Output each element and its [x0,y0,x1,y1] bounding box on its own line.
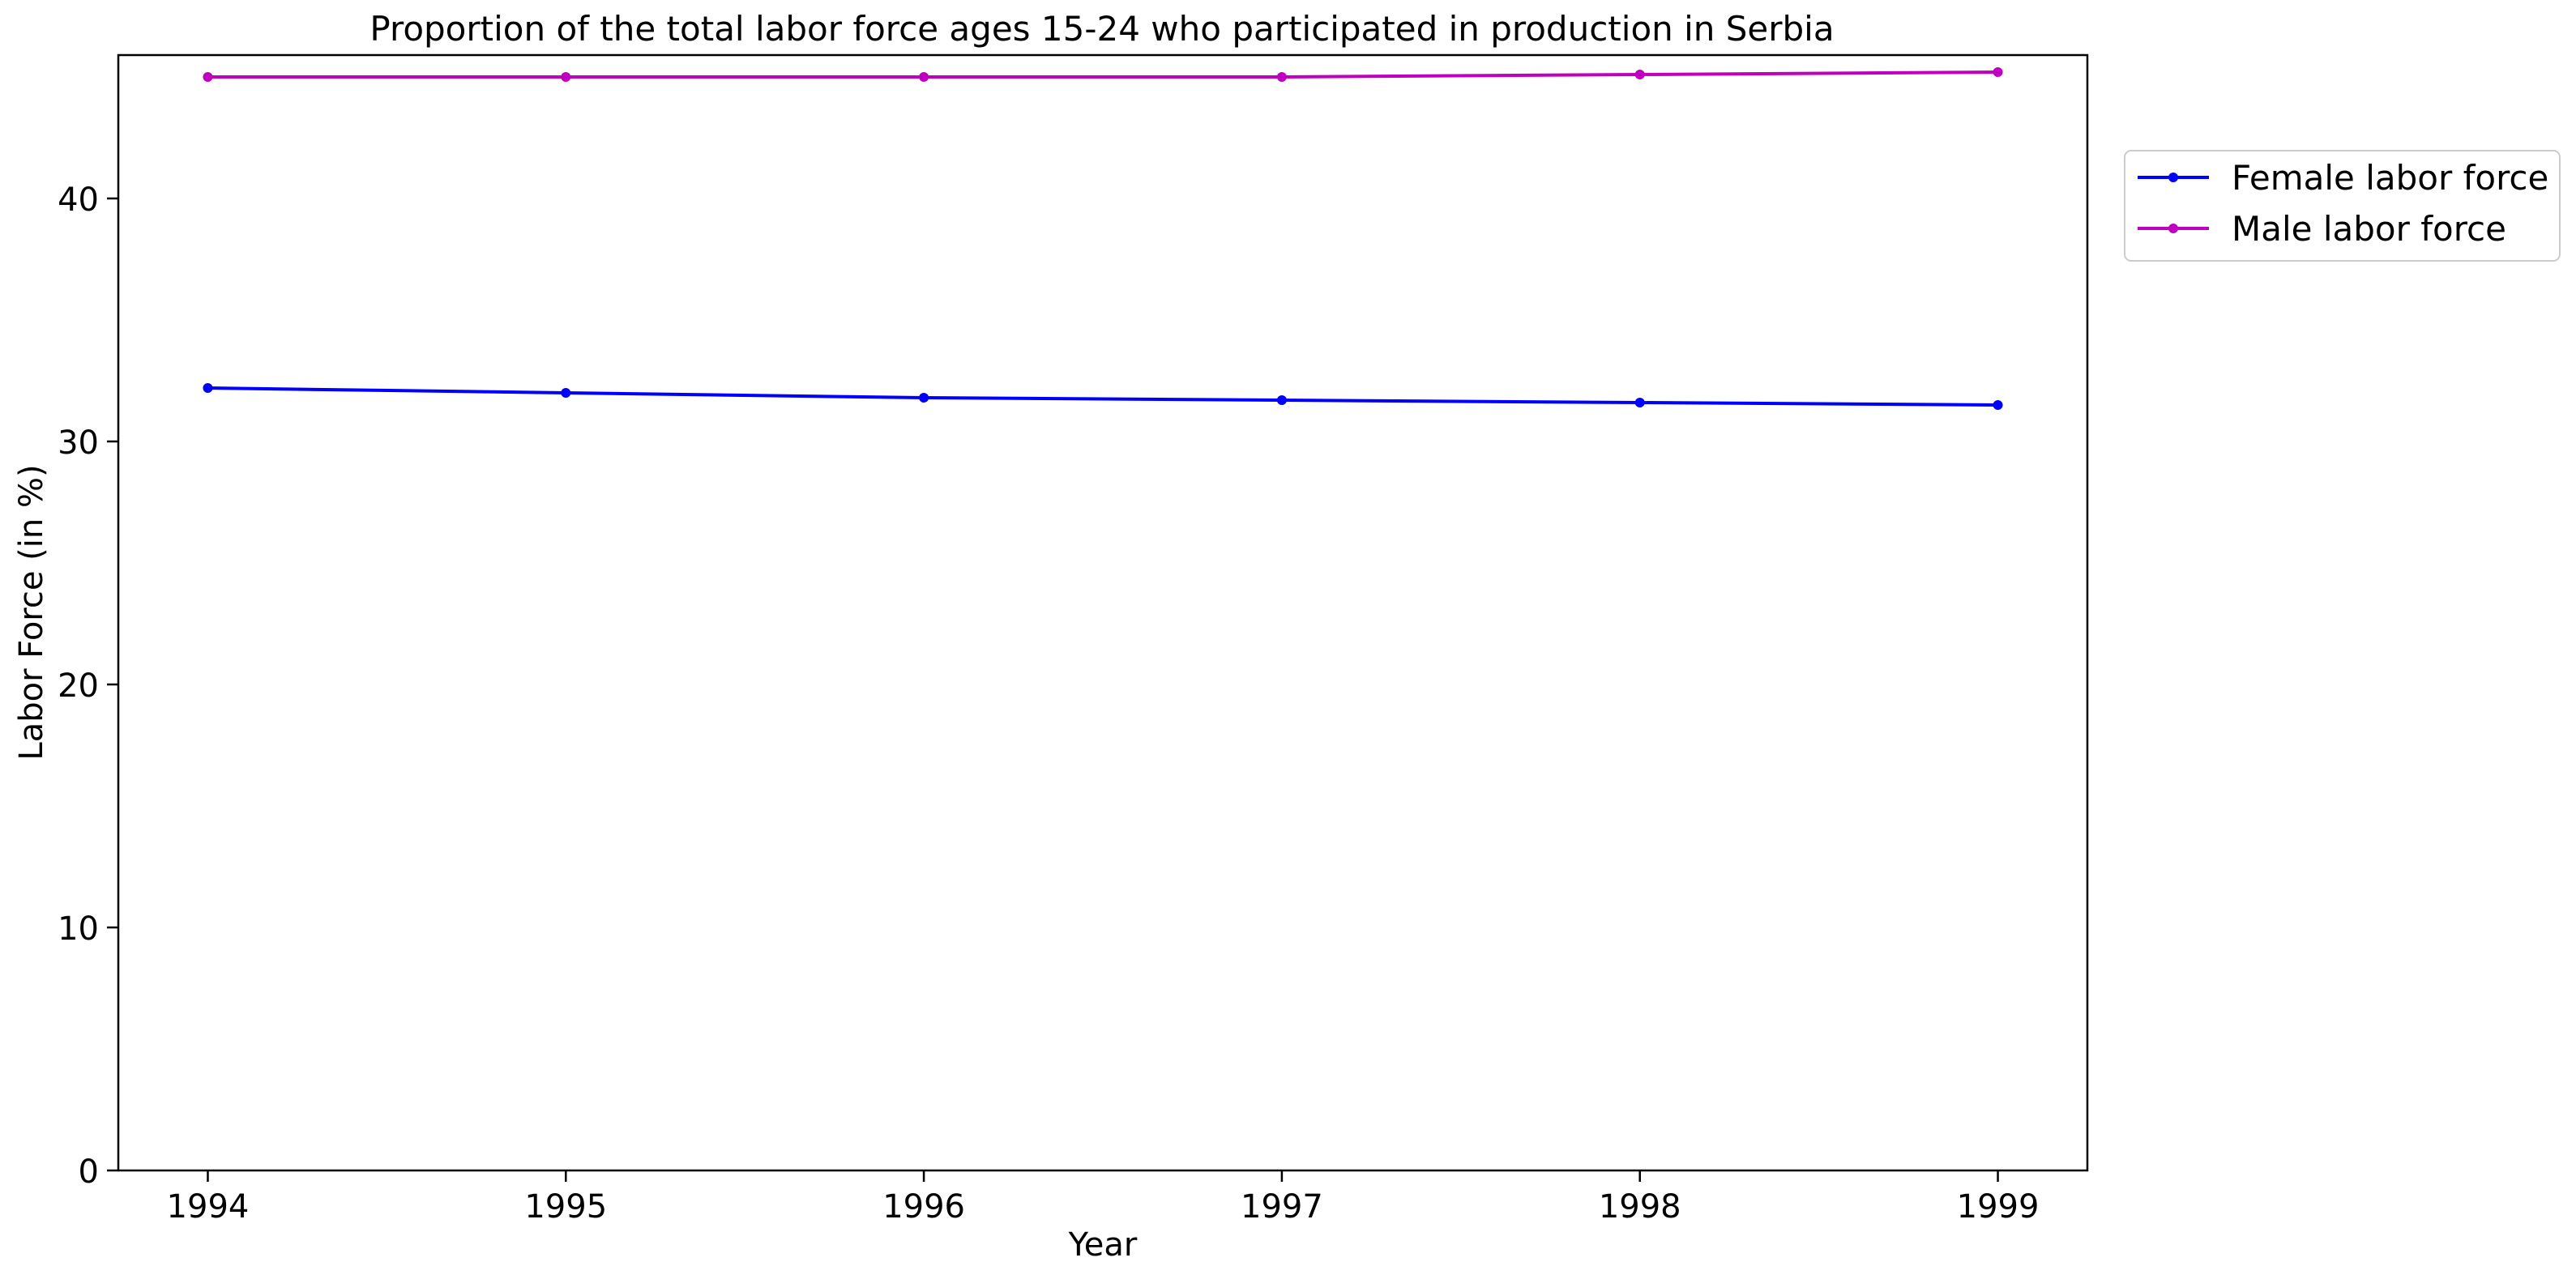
male-labor-force-point [919,72,929,82]
female-labor-force-point [919,393,929,403]
female-labor-force-point [1634,398,1645,407]
female-labor-force-point [203,383,213,393]
x-axis: 1994 1995 1996 1997 1998 1999 [167,1170,2040,1226]
legend-label-female-labor-force: Female labor force [2232,158,2548,198]
male-labor-force-point [203,72,213,82]
legend-marker-female-labor-force [2168,173,2178,182]
x-tick-label: 1994 [167,1188,250,1226]
legend-marker-male-labor-force [2168,224,2178,233]
female-labor-force-line [207,386,1998,407]
plot-area [117,53,2089,1172]
female-labor-force-point [1993,400,2003,410]
male-labor-force-line [207,70,1998,79]
x-tick-label: 1996 [882,1188,965,1226]
y-axis-label: Labor Force (in %) [13,464,50,760]
y-tick-label: 30 [58,424,99,462]
legend: Female labor force Male labor force [2124,150,2561,262]
legend-label-male-labor-force: Male labor force [2232,209,2506,249]
male-labor-force-point [561,72,571,82]
series-layer [203,67,2003,410]
x-tick-label: 1998 [1599,1188,1681,1226]
y-tick-label: 10 [58,910,99,948]
y-tick-label: 0 [79,1153,99,1191]
female-labor-force-point [1276,395,1287,405]
y-tick-label: 20 [58,667,99,705]
y-tick-label: 40 [58,181,99,219]
x-tick-label: 1999 [1957,1188,2040,1226]
female-labor-force-point [561,388,571,398]
x-tick-label: 1995 [524,1188,607,1226]
male-labor-force-point [1993,67,2003,77]
legend-box [2124,150,2561,262]
y-axis: 0 10 20 30 40 [58,181,118,1191]
chart-title: Proportion of the total labor force ages… [370,9,1834,49]
legend-entries: Female labor force Male labor force [2138,158,2548,249]
male-labor-force-point [1276,72,1287,82]
x-tick-label: 1997 [1241,1188,1323,1226]
x-axis-label: Year [1068,1226,1138,1264]
male-labor-force-point [1634,70,1645,79]
